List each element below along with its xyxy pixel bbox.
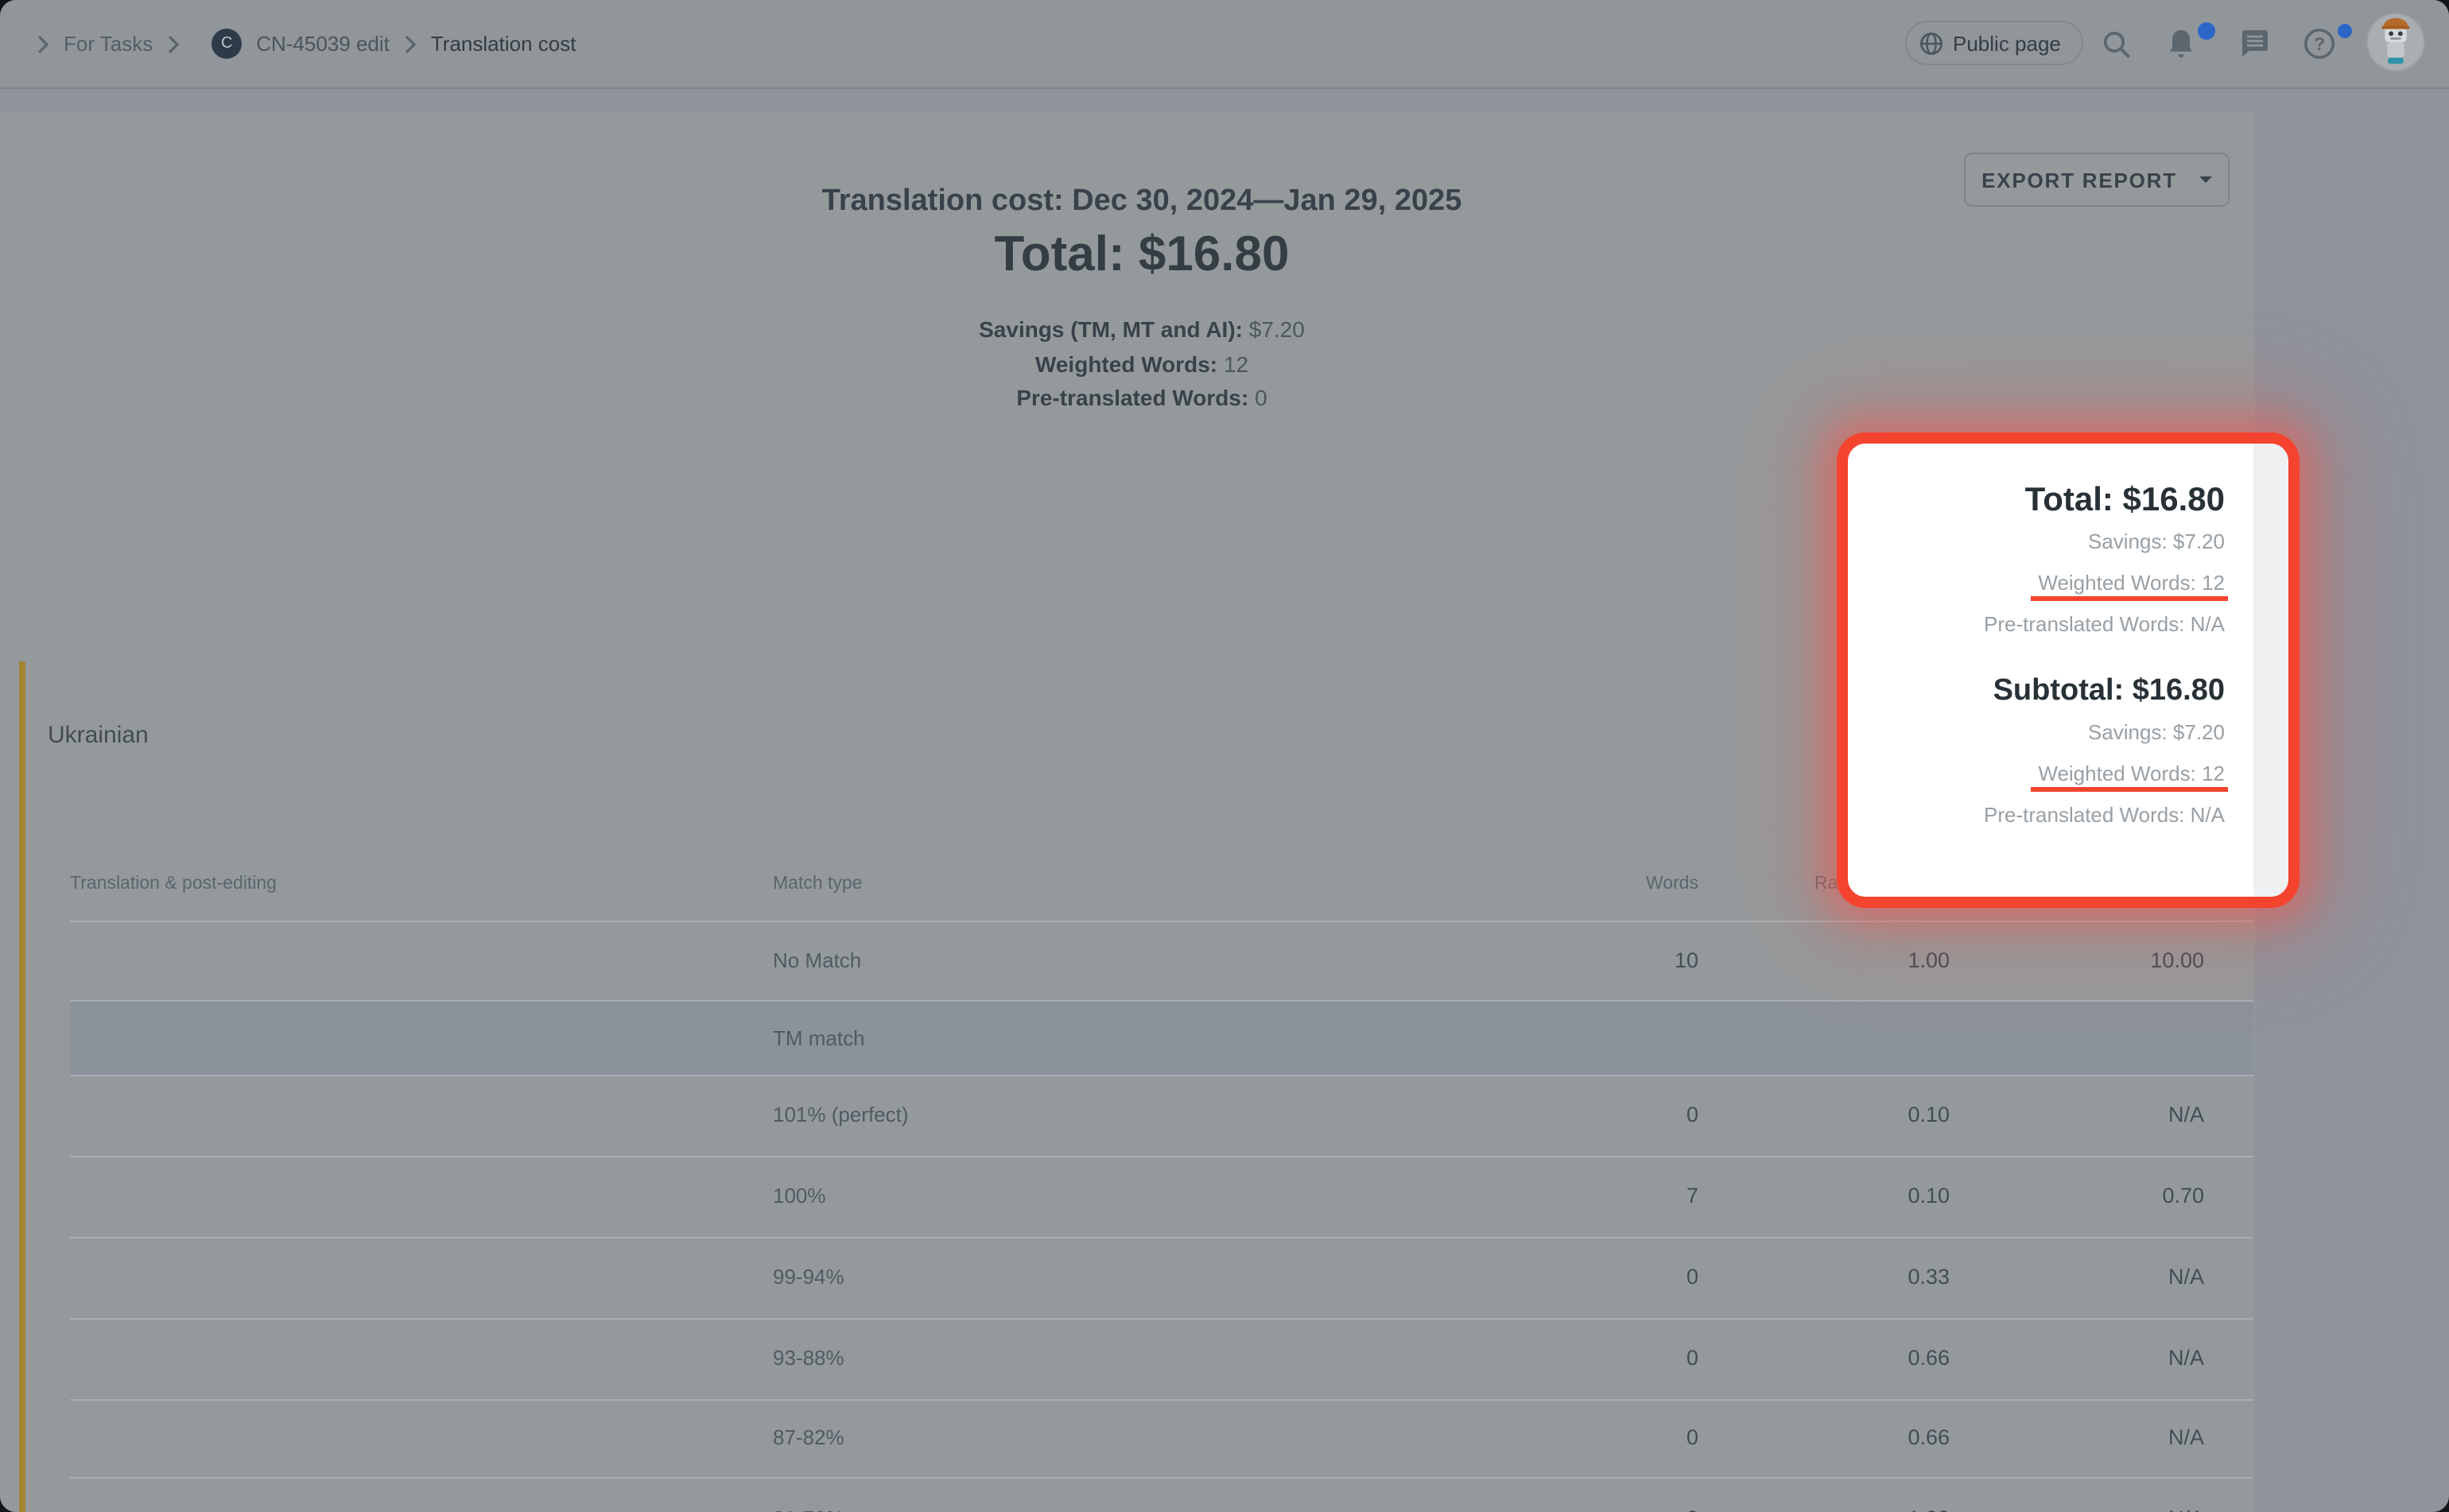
report-summary: Savings (TM, MT and AI): $7.20 Weighted … [29,313,2255,416]
table-row: 81-76% 0 1.00 N/A [70,1478,2253,1512]
rate-cell: 1.00 [1908,948,1950,972]
summary-weighted-words: Weighted Words: 12 [1034,351,1249,376]
search-icon[interactable] [2101,0,2133,87]
rate-cell: 0.66 [1908,1425,1950,1450]
rate-cell: 1.00 [1908,1506,1950,1512]
export-report-button[interactable]: EXPORT REPORT [1964,153,2230,207]
match-type-cell: 101% (perfect) [773,1102,909,1126]
table-row: 100% 7 0.10 0.70 [70,1155,2253,1239]
column-header-service: Translation & post-editing [70,874,277,894]
spotlight-pretranslated: Pre-translated Words: N/A [1984,612,2225,636]
language-name: Ukrainian [48,722,149,749]
public-page-label: Public page [1953,31,2061,55]
rate-cell: 0.10 [1908,1102,1950,1126]
report-total: Total: $16.80 [994,226,1290,281]
price-cell: 10.00 [2150,948,2204,972]
words-cell: 0 [1686,1102,1698,1126]
match-type-cell: 93-88% [773,1346,844,1370]
section-label: TM match [773,1025,865,1050]
words-cell: 0 [1686,1506,1698,1512]
help-badge-dot [2338,24,2352,38]
topbar: For Tasks C CN-45039 edit Translation co… [0,0,2449,89]
export-report-label: EXPORT REPORT [1981,168,2177,192]
match-type-cell: No Match [773,948,862,972]
words-cell: 10 [1674,948,1698,972]
svg-text:?: ? [2314,33,2325,54]
spotlight-weighted-words: Weighted Words: 12 [1848,754,2229,795]
project-avatar: C [212,29,243,59]
summary-savings: Savings (TM, MT and AI): $7.20 [979,316,1305,342]
rate-cell: 0.33 [1908,1265,1950,1289]
notifications-bell-icon[interactable] [2166,0,2196,87]
rate-cell: 0.66 [1908,1346,1950,1370]
spotlight-weighted-words: Weighted Words: 12 [1848,563,2229,604]
words-cell: 0 [1686,1265,1698,1289]
breadcrumb-item-current: Translation cost [430,32,576,56]
words-cell: 0 [1686,1425,1698,1450]
breadcrumb: For Tasks C CN-45039 edit Translation co… [22,0,576,87]
spotlight-savings: Savings: $7.20 [2087,529,2225,553]
summary-pretranslated-words: Pre-translated Words: 0 [1016,385,1267,410]
match-type-cell: 87-82% [773,1425,844,1450]
chevron-down-icon [2199,176,2212,183]
table-section-row: TM match [70,999,2253,1076]
chevron-right-icon [167,34,180,53]
column-header-match-type: Match type [773,874,863,894]
table-row: 101% (perfect) 0 0.10 N/A [70,1073,2253,1157]
breadcrumb-item-for-tasks[interactable]: For Tasks [64,32,153,56]
column-header-words: Words [1645,874,1698,894]
user-avatar[interactable] [2366,13,2425,72]
table-row: 99-94% 0 0.33 N/A [70,1237,2253,1319]
table-row: 87-82% 0 0.66 N/A [70,1398,2253,1479]
public-page-button[interactable]: Public page [1905,21,2083,65]
language-section-indicator [19,661,25,1512]
rate-cell: 0.10 [1908,1184,1950,1208]
words-cell: 7 [1686,1184,1698,1208]
notification-badge-dot [2198,22,2215,40]
price-cell: N/A [2168,1346,2204,1370]
spotlight-pretranslated: Pre-translated Words: N/A [1984,803,2225,827]
price-cell: N/A [2168,1425,2204,1450]
page-title: Translation cost: Dec 30, 2024—Jan 29, 2… [821,184,1462,218]
spotlight-gutter-strip [2253,444,2288,897]
spotlight-total: Total: $16.80 [2024,482,2225,518]
spotlight-savings: Savings: $7.20 [2087,720,2225,744]
price-cell: N/A [2168,1506,2204,1512]
price-cell: N/A [2168,1265,2204,1289]
words-cell: 0 [1686,1346,1698,1370]
chevron-right-icon [37,34,49,53]
breadcrumb-item-project[interactable]: CN-45039 edit [256,32,390,56]
spotlight-content: Total: $16.80 Savings: $7.20 Weighted Wo… [1848,444,2288,897]
chat-icon[interactable] [2239,0,2271,87]
match-type-cell: 81-76% [773,1506,844,1512]
price-cell: N/A [2168,1102,2204,1126]
underlined-value: Weighted Words: 12 [2030,563,2229,604]
chevron-right-icon [404,34,417,53]
spotlight-annotation: Total: $16.80 Savings: $7.20 Weighted Wo… [1837,432,2300,908]
price-cell: 0.70 [2162,1184,2204,1208]
match-type-cell: 100% [773,1184,826,1208]
table-row: No Match 10 1.00 10.00 [70,921,2253,999]
underlined-value: Weighted Words: 12 [2030,754,2229,795]
table-row: 93-88% 0 0.66 N/A [70,1317,2253,1400]
match-type-cell: 99-94% [773,1265,844,1289]
globe-icon [1919,31,1943,55]
help-icon[interactable]: ? [2303,0,2336,87]
spotlight-subtotal: Subtotal: $16.80 [1993,674,2225,708]
